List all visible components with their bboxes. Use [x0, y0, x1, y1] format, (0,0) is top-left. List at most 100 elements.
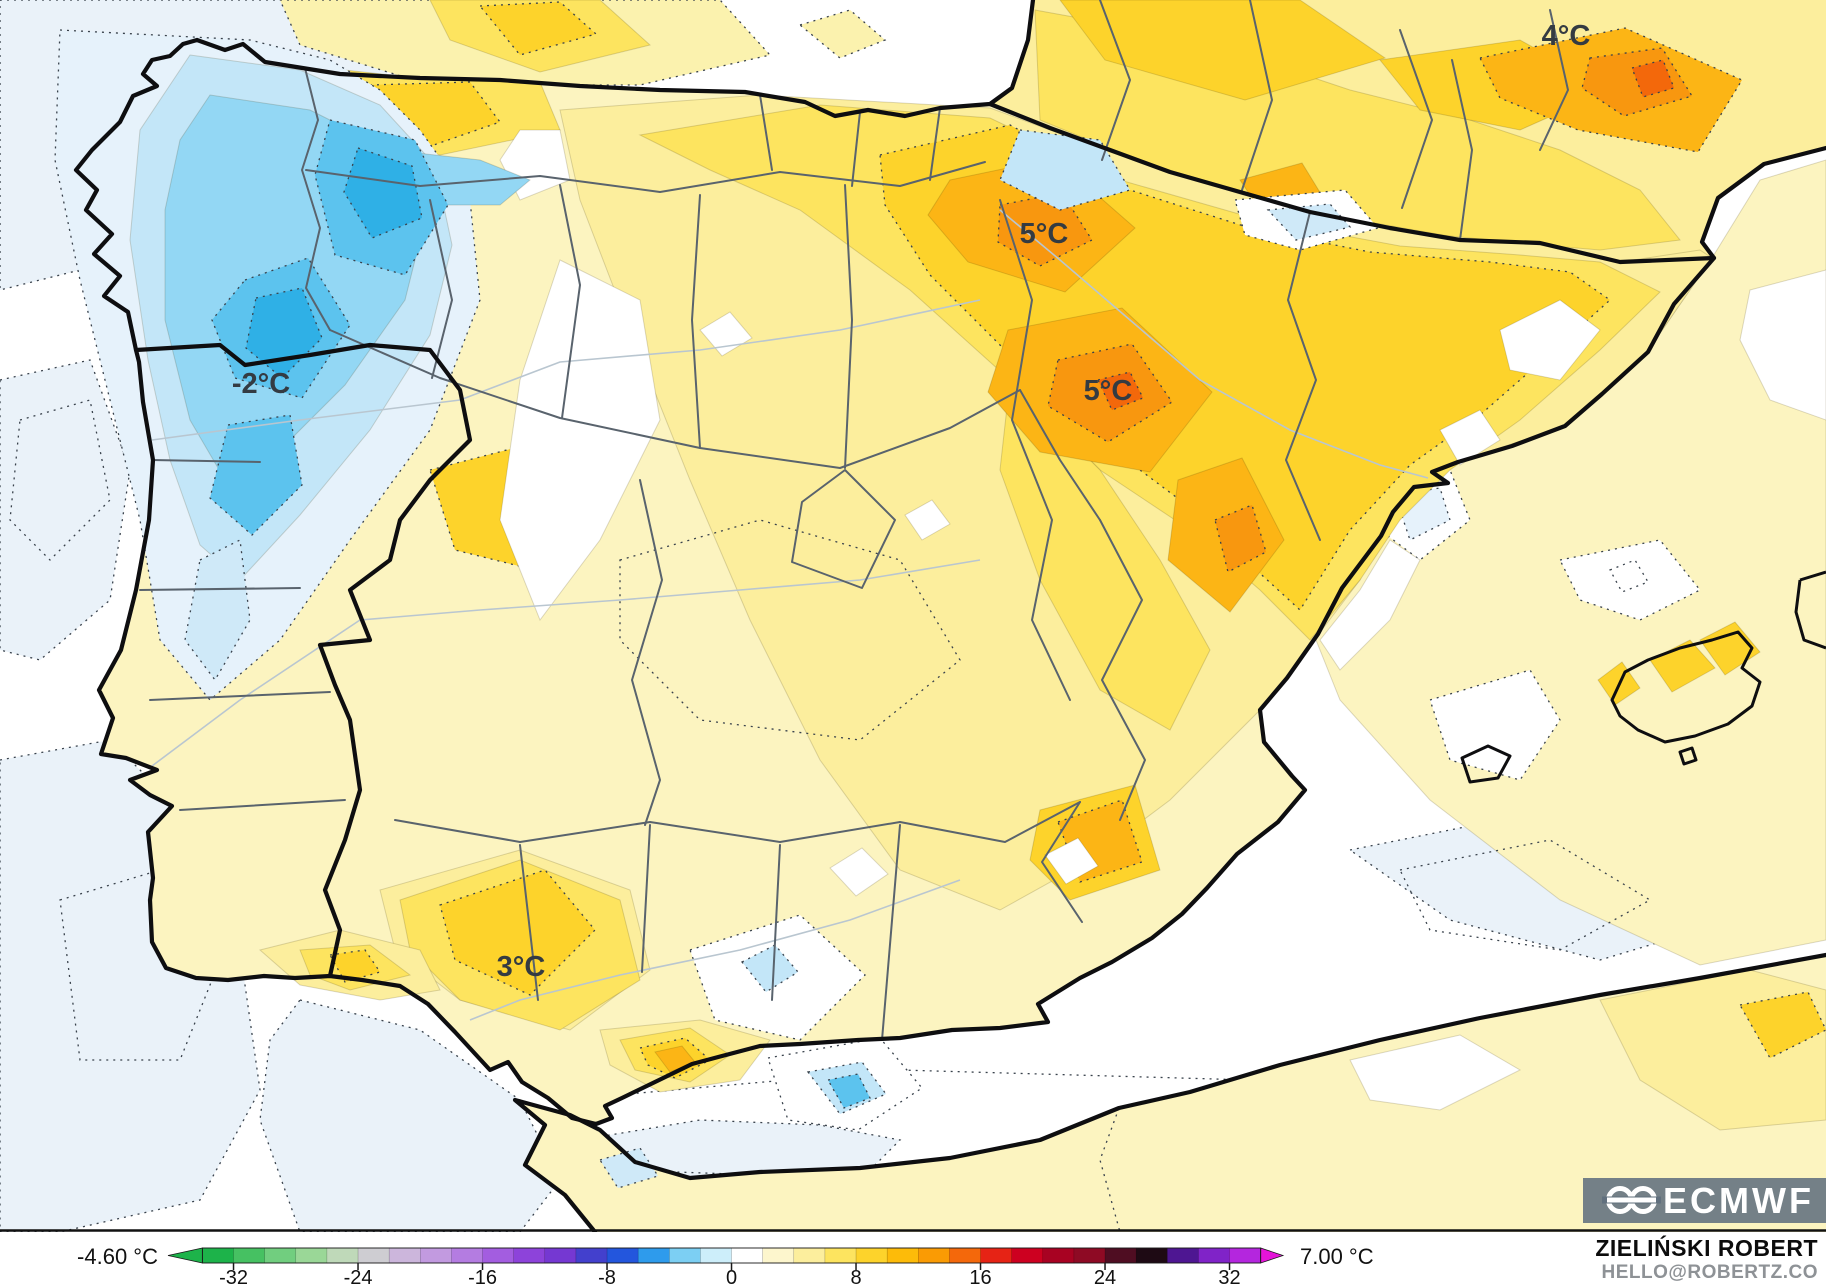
colorbar-tick-label: -32 — [219, 1267, 248, 1287]
colorbar-cell — [949, 1247, 982, 1264]
warm-core — [1631, 59, 1675, 98]
region-border — [1019, 389, 1101, 521]
region-border — [631, 479, 663, 826]
region-border — [1285, 211, 1321, 541]
colorbar-max-label: 7.00 °C — [1300, 1244, 1374, 1269]
colorbar-tick-label: -16 — [468, 1267, 497, 1287]
colorbar-tick-label: 0 — [726, 1267, 737, 1287]
colorbar-cell — [233, 1247, 266, 1264]
colorbar-cell — [731, 1247, 764, 1264]
cool-region — [184, 539, 251, 682]
region-border — [305, 161, 986, 193]
region-border — [301, 67, 331, 331]
mallorca-coastline — [1610, 630, 1762, 744]
region-border — [759, 94, 941, 187]
colorbar-cell — [388, 1247, 422, 1264]
warm-core — [1097, 371, 1144, 411]
iberia-coastline — [73, 0, 1826, 1127]
region-border — [1099, 0, 1569, 241]
colorbar-cells — [167, 1247, 1285, 1264]
colorbar-cell — [420, 1247, 453, 1264]
neutral-patch — [1439, 409, 1501, 466]
river — [151, 299, 981, 441]
attribution-name: ZIELIŃSKI ROBERT — [1595, 1235, 1818, 1261]
cool-core — [209, 414, 303, 536]
sea-cold-patch — [0, 359, 131, 661]
spain-france-border — [987, 101, 1717, 265]
temp-label: 5°C — [1084, 375, 1133, 407]
region-border — [429, 184, 853, 469]
warm-area — [1059, 0, 1387, 101]
colorbar-cell — [1042, 1247, 1075, 1264]
warm-core — [1738, 991, 1826, 1059]
sea-white-patch — [1559, 539, 1702, 621]
country-border-dashed — [1099, 1107, 1121, 1232]
neutral-patch — [1499, 299, 1601, 381]
colorbar-cell — [544, 1247, 577, 1264]
attribution: ZIELIŃSKI ROBERT HELLO@ROBERTZ.CO — [1595, 1235, 1818, 1284]
colorbar-cell — [357, 1247, 390, 1264]
colorbar-cell — [575, 1247, 608, 1264]
temp-labels-layer: -2°C 5°C 5°C 3°C 4°C — [232, 20, 1591, 983]
warm-core — [997, 192, 1093, 267]
sea-dotted-contour — [59, 869, 221, 1061]
colorbar-cell — [669, 1247, 702, 1264]
neutral-patch — [1044, 837, 1099, 885]
colorbar-cell — [762, 1247, 795, 1264]
colorbar-tick-label: 16 — [969, 1267, 991, 1287]
sea-dotted-contour — [9, 399, 111, 561]
colorbar-cell — [326, 1247, 359, 1264]
africa-landmass — [515, 955, 1826, 1232]
region-border — [1041, 801, 1083, 923]
warm-core — [1214, 504, 1267, 573]
colorbar-cell — [1229, 1247, 1262, 1264]
region-border — [791, 469, 896, 589]
colorbar-cell — [980, 1247, 1013, 1264]
colorbar-cell — [1135, 1247, 1169, 1264]
cool-spot — [999, 129, 1131, 211]
region-border — [1099, 519, 1146, 821]
temp-label: 5°C — [1020, 218, 1069, 250]
temp-label: 3°C — [497, 951, 546, 983]
attribution-email: HELLO@ROBERTZ.CO — [1601, 1262, 1818, 1283]
region-border — [999, 199, 1071, 701]
spain-portugal-border — [133, 342, 473, 979]
colorbar: -32 -24 -16 -8 0 8 16 24 32 — [167, 1247, 1285, 1287]
neutral-patch — [1349, 1034, 1522, 1111]
colorbar-cell — [1167, 1247, 1200, 1264]
region-border — [519, 824, 901, 1041]
ecmwf-logo-text: ECMWF — [1663, 1180, 1814, 1221]
cool-core — [343, 147, 423, 239]
warm-core — [328, 949, 382, 983]
warm-core — [439, 869, 596, 996]
temp-label: -2°C — [232, 368, 290, 400]
sea-cold-patch — [259, 999, 561, 1232]
colorbar-cell — [482, 1247, 515, 1264]
coastline-layer — [0, 0, 1826, 1232]
colorbar-cell — [264, 1247, 297, 1264]
ibiza-coastline — [1460, 744, 1512, 784]
neutral-patch — [829, 847, 889, 897]
cool-spot — [598, 1147, 660, 1189]
ecmwf-rings-icon — [1602, 1186, 1661, 1214]
cabrera-islet — [1678, 746, 1698, 766]
colorbar-cell — [855, 1247, 888, 1264]
colorbar-cell — [295, 1247, 328, 1264]
region-border — [394, 801, 1081, 843]
sea-dotted-contour — [1399, 839, 1652, 951]
temp-label: 4°C — [1542, 20, 1591, 52]
colorbar-cell — [606, 1247, 639, 1264]
cool-spot — [1266, 203, 1352, 241]
colorbar-cell — [451, 1247, 484, 1264]
sea-warm-patch — [798, 9, 887, 59]
colorbar-cell — [886, 1247, 920, 1264]
admin-borders-layer — [139, 0, 1569, 1232]
colorbar-tick-label: 24 — [1094, 1267, 1116, 1287]
region-border — [139, 459, 346, 811]
river — [151, 559, 981, 767]
colorbar-ticks: -32 -24 -16 -8 0 8 16 24 32 — [219, 1263, 1241, 1287]
rivers-layer — [151, 209, 1429, 1021]
colorbar-cell — [637, 1247, 671, 1264]
contour-loop — [619, 519, 961, 741]
